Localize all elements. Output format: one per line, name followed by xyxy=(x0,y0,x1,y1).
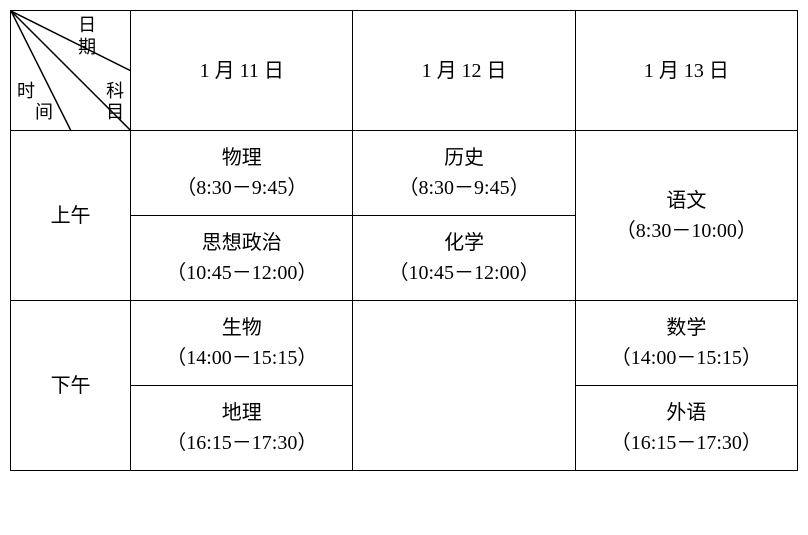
cell-am-d3: 语文 （8:30－10:00） xyxy=(575,131,797,301)
subject-label: 生物 xyxy=(222,313,262,343)
period-morning: 上午 xyxy=(11,131,131,301)
cell-pm1-d1: 生物 （14:00－15:15） xyxy=(131,301,353,386)
date-header-1: 1 月 11 日 xyxy=(131,11,353,131)
header-row: 日 期 科 目 时 间 1 月 11 日 1 月 12 日 1 月 13 日 xyxy=(11,11,798,131)
subject-time: （16:15－17:30） xyxy=(611,428,762,458)
header-corner-cell: 日 期 科 目 时 间 xyxy=(11,11,131,131)
cell-am2-d2: 化学 （10:45－12:00） xyxy=(353,216,575,301)
morning-row-1: 上午 物理 （8:30－9:45） 历史 （8:30－9:45） 语文 （8:3… xyxy=(11,131,798,216)
subject-time: （16:15－17:30） xyxy=(166,428,317,458)
date-header-2: 1 月 12 日 xyxy=(353,11,575,131)
cell-pm2-d1: 地理 （16:15－17:30） xyxy=(131,386,353,471)
cell-am2-d1: 思想政治 （10:45－12:00） xyxy=(131,216,353,301)
corner-time-label: 时 间 xyxy=(17,81,53,124)
corner-date-label: 日 期 xyxy=(60,15,96,58)
cell-pm2-d3: 外语 （16:15－17:30） xyxy=(575,386,797,471)
subject-label: 化学 xyxy=(444,228,484,258)
subject-label: 外语 xyxy=(666,398,706,428)
period-afternoon: 下午 xyxy=(11,301,131,471)
subject-time: （8:30－9:45） xyxy=(176,173,307,203)
subject-label: 思想政治 xyxy=(202,228,282,258)
subject-label: 历史 xyxy=(444,143,484,173)
subject-time: （10:45－12:00） xyxy=(389,258,540,288)
subject-time: （8:30－10:00） xyxy=(580,216,793,246)
subject-label: 数学 xyxy=(666,313,706,343)
subject-time: （14:00－15:15） xyxy=(166,343,317,373)
date-header-3: 1 月 13 日 xyxy=(575,11,797,131)
exam-schedule-table: 日 期 科 目 时 间 1 月 11 日 1 月 12 日 1 月 13 日 上… xyxy=(10,10,798,471)
subject-time: （14:00－15:15） xyxy=(611,343,762,373)
afternoon-row-1: 下午 生物 （14:00－15:15） 数学 （14:00－15:15） xyxy=(11,301,798,386)
subject-label: 地理 xyxy=(222,398,262,428)
cell-am1-d2: 历史 （8:30－9:45） xyxy=(353,131,575,216)
subject-time: （10:45－12:00） xyxy=(166,258,317,288)
corner-subject-label: 科 目 xyxy=(88,81,124,124)
subject-time: （8:30－9:45） xyxy=(399,173,530,203)
cell-pm1-d3: 数学 （14:00－15:15） xyxy=(575,301,797,386)
cell-am1-d1: 物理 （8:30－9:45） xyxy=(131,131,353,216)
cell-pm-d2-empty xyxy=(353,301,575,471)
subject-label: 语文 xyxy=(580,186,793,216)
subject-label: 物理 xyxy=(222,143,262,173)
